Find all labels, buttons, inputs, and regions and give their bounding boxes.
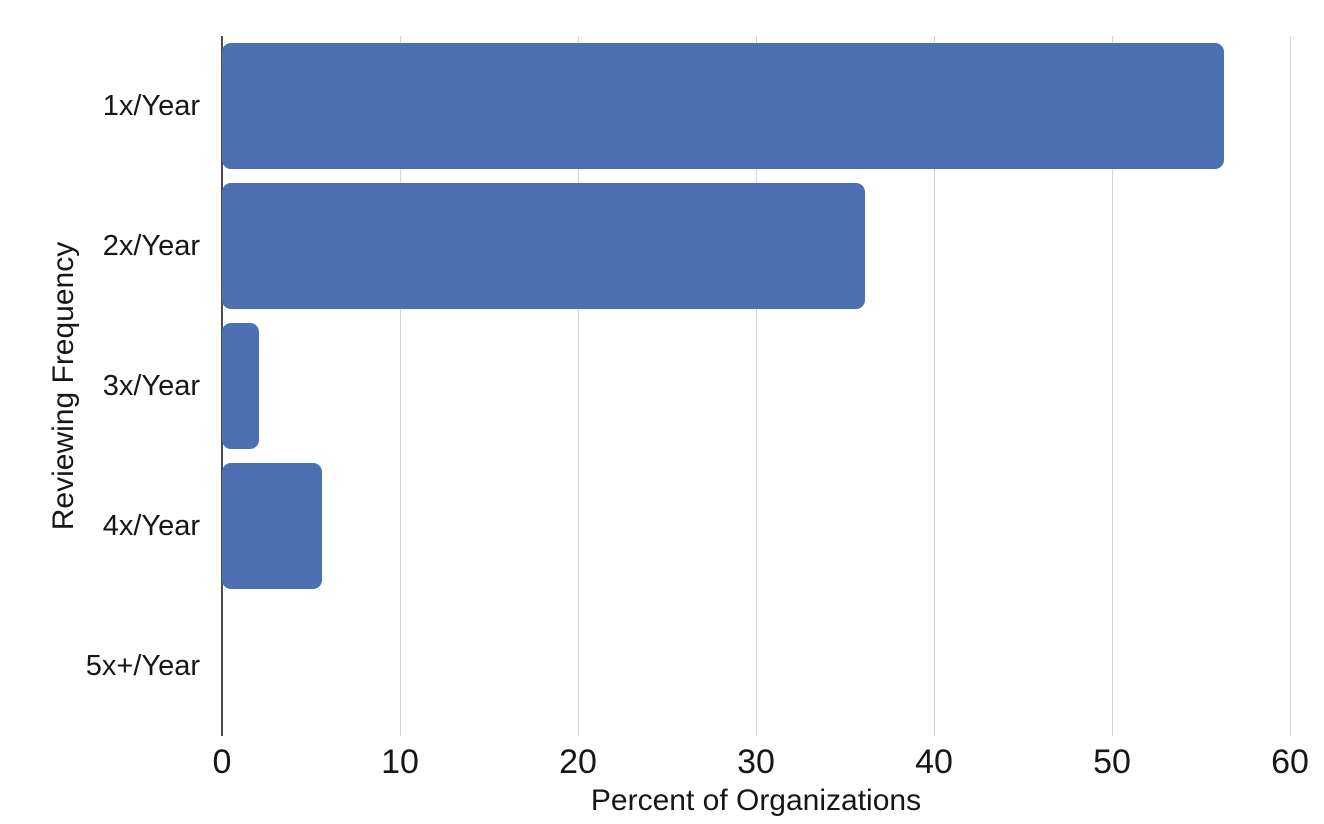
gridline-x-60 (1289, 36, 1291, 736)
bar-3x/Year (222, 323, 260, 449)
x-tick-label-40: 40 (915, 743, 953, 781)
gridline-x-40 (933, 36, 935, 736)
bar-2x/Year (222, 183, 865, 309)
x-tick-label-30: 30 (737, 743, 775, 781)
x-axis-title: Percent of Organizations (590, 784, 922, 817)
category-label-3x/Year: 3x/Year (102, 370, 200, 402)
x-tick-label-0: 0 (212, 743, 232, 781)
x-tick-label-20: 20 (559, 743, 597, 781)
bar-1x/Year (222, 43, 1225, 169)
bar-4x/Year (222, 463, 322, 589)
gridline-x-10 (399, 36, 401, 736)
category-label-4x/Year: 4x/Year (102, 510, 200, 542)
gridline-x-30 (755, 36, 757, 736)
gridline-x-50 (1111, 36, 1113, 736)
category-label-1x/Year: 1x/Year (102, 90, 200, 122)
category-label-2x/Year: 2x/Year (102, 230, 200, 262)
x-tick-label-50: 50 (1093, 743, 1131, 781)
category-label-5x+/Year: 5x+/Year (85, 650, 200, 682)
gridline-x-20 (577, 36, 579, 736)
plot-area (221, 36, 1291, 736)
x-tick-label-60: 60 (1271, 743, 1309, 781)
x-tick-label-10: 10 (381, 743, 419, 781)
